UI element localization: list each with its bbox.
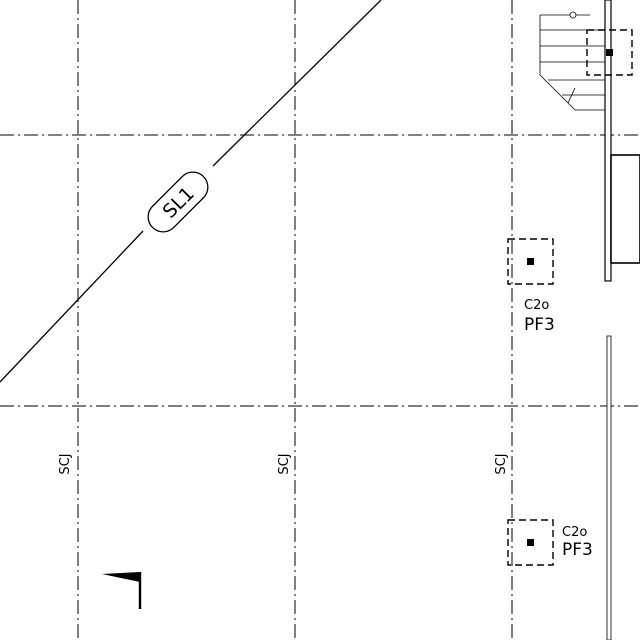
column-marker [527,539,534,546]
slab-line: SL1 [0,0,382,383]
footing-1: C2o PF3 [507,238,555,335]
joint-tags: SCJ SCJ SCJ [58,453,509,474]
joint-tag: SCJ [277,453,292,474]
footing-label: PF3 [524,315,555,335]
wall-right [604,0,640,640]
column-marker [527,258,534,265]
column-marker [606,49,613,56]
joint-tag: SCJ [58,453,73,474]
section-flag-marker [102,572,142,609]
stair [539,11,605,111]
wall-opening [610,154,640,264]
slab-tag-outline [147,171,209,233]
joint-tag: SCJ [494,453,509,474]
footing-2: C2o PF3 [507,519,593,566]
column-label: C2o [524,298,549,313]
footing-label: PF3 [562,540,593,560]
column-label: C2o [562,525,587,540]
footing-top-right [586,29,633,76]
stair-start-marker [569,11,577,19]
